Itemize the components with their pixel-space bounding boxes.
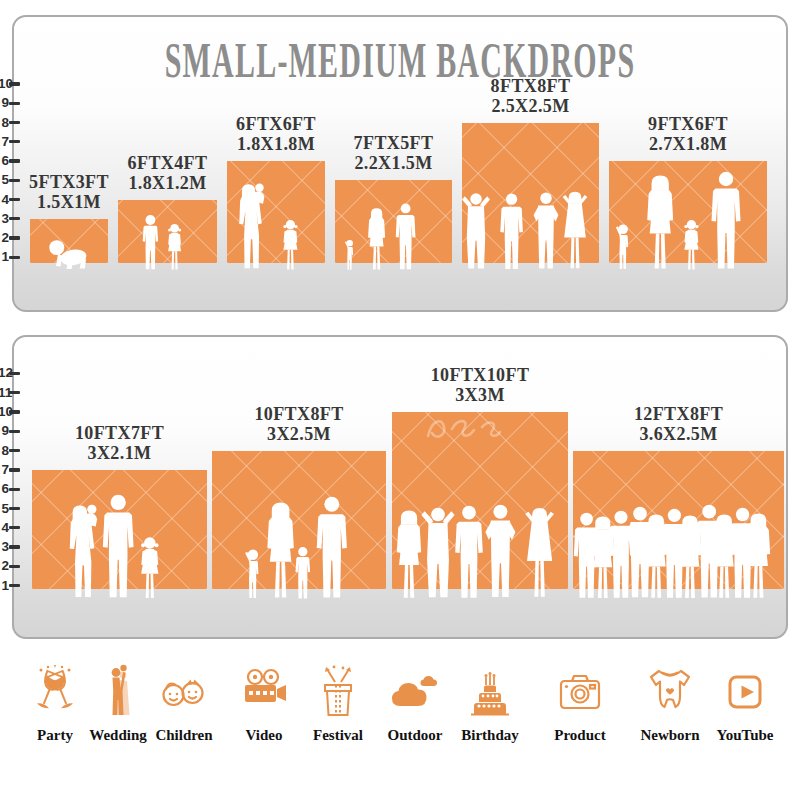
category-label: Children <box>139 727 229 744</box>
category-youtube: YouTube <box>700 664 790 744</box>
ruler-number: 3 <box>0 539 9 554</box>
ruler-tick <box>9 159 20 162</box>
ruler-number: 6 <box>0 481 9 496</box>
backdrop-size-m: 2.7X1.8M <box>648 134 728 154</box>
backdrop-size-m: 1.5X1M <box>29 192 109 212</box>
backdrop-label: 10FTX7FT3X2.1M <box>75 423 164 463</box>
backdrop-rect <box>573 451 784 589</box>
ruler-tick <box>9 102 20 105</box>
category-birthday: Birthday <box>445 664 535 744</box>
backdrop-rect <box>212 451 386 589</box>
backdrop-label: 9FTX6FT2.7X1.8M <box>648 114 728 154</box>
backdrop-rect <box>30 219 108 263</box>
backdrop-rect <box>609 161 767 263</box>
backdrop-size-ft: 10FTX7FT <box>75 423 164 443</box>
backdrop-size-m: 2.5X2.5M <box>491 96 571 116</box>
ruler-number: 6 <box>0 153 9 168</box>
ruler-tick <box>9 565 20 568</box>
backdrop-size-ft: 9FTX6FT <box>648 114 728 134</box>
ruler-number: 3 <box>0 211 9 226</box>
backdrop-label: 7FTX5FT2.2X1.5M <box>354 133 434 173</box>
backdrop-size-m: 1.8X1.2M <box>128 173 208 193</box>
youtube-icon <box>700 664 790 724</box>
backdrop-rect <box>335 180 452 263</box>
ruler-number: 2 <box>0 230 9 245</box>
category-children: Children <box>139 664 229 744</box>
ruler-tick <box>9 507 20 510</box>
ruler-number: 9 <box>0 423 9 438</box>
backdrop-size-ft: 5FTX3FT <box>29 172 109 192</box>
ruler-number: 4 <box>0 520 9 535</box>
backdrop-size-m: 3X2.1M <box>75 443 164 463</box>
backdrop-rect <box>392 412 568 589</box>
backdrop-label: 6FTX4FT1.8X1.2M <box>128 153 208 193</box>
backdrop-size-ft: 8FTX8FT <box>491 76 571 96</box>
ruler-number: 2 <box>0 558 9 573</box>
backdrop-size-m: 1.8X1.8M <box>236 134 316 154</box>
backdrop-size-m: 3.6X2.5M <box>634 424 723 444</box>
backdrop-size-m: 2.2X1.5M <box>354 153 434 173</box>
ruler-number: 9 <box>0 95 9 110</box>
backdrop-rect <box>462 123 599 264</box>
backdrop-label: 12FTX8FT3.6X2.5M <box>634 404 723 444</box>
ruler-tick <box>9 198 20 201</box>
ruler-number: 1 <box>0 578 9 593</box>
ruler-number: 1 <box>0 249 9 264</box>
children-icon <box>139 664 229 724</box>
ruler-tick <box>9 236 20 239</box>
ruler-number: 5 <box>0 172 9 187</box>
category-product: Product <box>535 664 625 744</box>
backdrop-label: 6FTX6FT1.8X1.8M <box>236 114 316 154</box>
ruler-number: 7 <box>0 134 9 149</box>
category-label: YouTube <box>700 727 790 744</box>
ruler-number: 10 <box>0 76 9 91</box>
backdrop-size-ft: 10FTX10FT <box>431 365 530 385</box>
backdrop-rect <box>227 161 325 263</box>
product-icon <box>535 664 625 724</box>
ruler-number: 7 <box>0 462 9 477</box>
ruler-number: 8 <box>0 115 9 130</box>
ruler-number: 12 <box>0 365 9 380</box>
ruler-tick <box>9 488 20 491</box>
ruler-tick <box>9 430 20 433</box>
ruler-number: 5 <box>0 501 9 516</box>
ruler-tick <box>9 140 20 143</box>
backdrop-rect <box>32 470 207 589</box>
backdrop-size-m: 3X3M <box>431 385 530 405</box>
ruler-number: 11 <box>0 385 9 400</box>
backdrop-label: 5FTX3FT1.5X1M <box>29 172 109 212</box>
backdrop-label: 10FTX10FT3X3M <box>431 365 530 405</box>
backdrop-size-infographic: SMALL-MEDIUM BACKDROPS 123456789105FTX3F… <box>0 0 800 800</box>
birthday-icon <box>445 664 535 724</box>
ruler-tick <box>9 584 20 587</box>
backdrop-size-ft: 6FTX6FT <box>236 114 316 134</box>
category-label: Birthday <box>445 727 535 744</box>
backdrop-rect <box>118 200 217 264</box>
backdrop-size-ft: 12FTX8FT <box>634 404 723 424</box>
ruler-number: 8 <box>0 443 9 458</box>
backdrop-label: 8FTX8FT2.5X2.5M <box>491 76 571 116</box>
backdrop-size-ft: 7FTX5FT <box>354 133 434 153</box>
ruler-tick <box>9 179 20 182</box>
category-label: Product <box>535 727 625 744</box>
ruler-tick <box>9 526 20 529</box>
ruler-number: 4 <box>0 192 9 207</box>
ruler-tick <box>9 217 20 220</box>
backdrop-label: 10FTX8FT3X2.5M <box>254 404 343 444</box>
ruler-tick <box>9 545 20 548</box>
ruler-number: 10 <box>0 404 9 419</box>
backdrop-size-ft: 6FTX4FT <box>128 153 208 173</box>
ruler-tick <box>9 449 20 452</box>
backdrop-size-ft: 10FTX8FT <box>254 404 343 424</box>
ruler-tick <box>9 256 20 259</box>
backdrop-size-m: 3X2.5M <box>254 424 343 444</box>
ruler-tick <box>9 468 20 471</box>
ruler-tick <box>9 121 20 124</box>
